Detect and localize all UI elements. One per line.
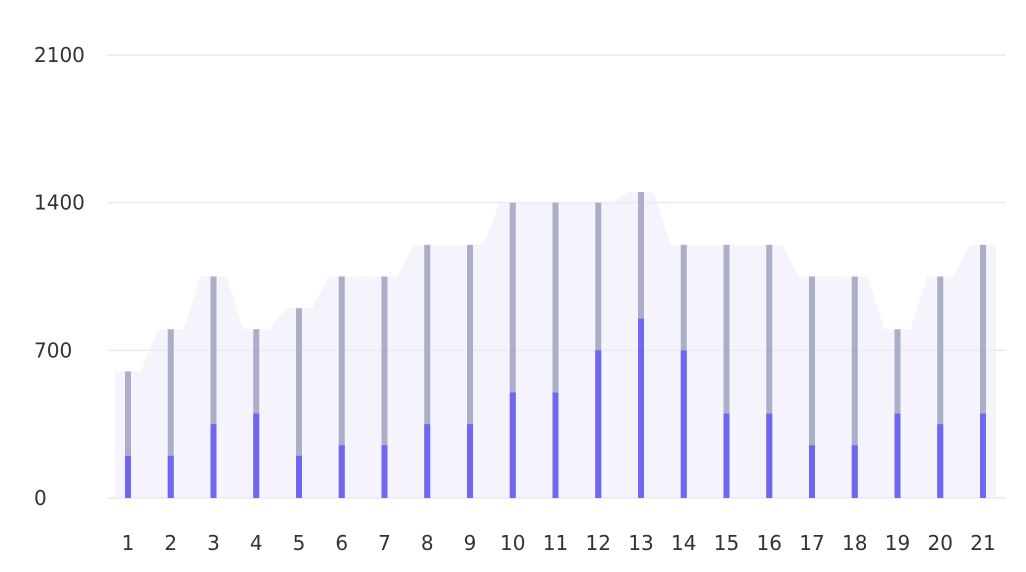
foreground-bar-14 <box>680 350 687 498</box>
foreground-bar-7 <box>381 445 388 498</box>
x-tick-label-21: 21 <box>970 531 995 555</box>
x-tick-label-19: 19 <box>885 531 910 555</box>
x-tick-label-12: 12 <box>586 531 611 555</box>
x-tick-label-5: 5 <box>293 531 306 555</box>
background-bar-21 <box>980 244 986 498</box>
foreground-bar-20 <box>937 424 944 498</box>
x-tick-label-18: 18 <box>842 531 867 555</box>
x-tick-label-11: 11 <box>543 531 568 555</box>
x-tick-label-14: 14 <box>671 531 696 555</box>
foreground-bar-4 <box>253 413 260 498</box>
background-bar-9 <box>467 244 473 498</box>
background-bar-6 <box>338 276 345 498</box>
foreground-bar-6 <box>338 445 345 498</box>
foreground-bar-18 <box>851 445 858 498</box>
foreground-bar-2 <box>167 455 174 498</box>
x-axis-ticks: 1 2 3 4 5 6 7 8 9 10 11 12 13 14 15 16 17 18 19 20 21 <box>122 531 996 555</box>
foreground-bar-10 <box>509 392 516 498</box>
background-bar-5 <box>296 308 302 498</box>
background-bar-8 <box>424 244 431 498</box>
foreground-bar-13 <box>638 318 644 498</box>
x-tick-label-1: 1 <box>122 531 135 555</box>
foreground-bar-15 <box>723 413 730 498</box>
x-tick-label-7: 7 <box>378 531 391 555</box>
foreground-bar-1 <box>125 455 131 498</box>
foreground-bar-9 <box>467 424 473 498</box>
x-tick-label-16: 16 <box>757 531 782 555</box>
y-tick-label-2100: 2100 <box>34 43 85 67</box>
x-tick-label-4: 4 <box>250 531 263 555</box>
foreground-bar-8 <box>424 424 431 498</box>
background-bar-17 <box>809 276 815 498</box>
background-bar-1 <box>125 371 131 498</box>
foreground-bar-17 <box>809 445 815 498</box>
foreground-bar-3 <box>210 424 217 498</box>
background-bar-3 <box>210 276 217 498</box>
x-tick-label-8: 8 <box>421 531 434 555</box>
x-tick-label-6: 6 <box>335 531 348 555</box>
bars <box>125 192 986 498</box>
foreground-bar-21 <box>980 413 986 498</box>
x-tick-label-9: 9 <box>464 531 477 555</box>
y-tick-label-0: 0 <box>34 486 47 510</box>
y-axis-ticks: 0 700 1400 2100 <box>34 43 85 510</box>
x-tick-label-20: 20 <box>928 531 953 555</box>
x-tick-label-13: 13 <box>628 531 653 555</box>
y-tick-label-700: 700 <box>34 338 72 362</box>
foreground-bar-19 <box>894 413 901 498</box>
background-bar-10 <box>509 202 516 498</box>
foreground-bar-11 <box>552 392 559 498</box>
background-bar-7 <box>381 276 388 498</box>
x-tick-label-17: 17 <box>799 531 824 555</box>
x-tick-label-3: 3 <box>207 531 220 555</box>
y-tick-label-1400: 1400 <box>34 191 85 215</box>
background-bar-12 <box>595 202 602 498</box>
foreground-bar-16 <box>766 413 773 498</box>
background-bar-18 <box>851 276 858 498</box>
background-bar-11 <box>552 202 559 498</box>
x-tick-label-10: 10 <box>500 531 525 555</box>
background-bar-2 <box>167 329 174 498</box>
background-bar-15 <box>723 244 730 498</box>
x-tick-label-15: 15 <box>714 531 739 555</box>
foreground-bar-12 <box>595 350 602 498</box>
x-tick-label-2: 2 <box>164 531 177 555</box>
foreground-bar-5 <box>296 455 302 498</box>
background-bar-20 <box>937 276 944 498</box>
background-bar-16 <box>766 244 773 498</box>
